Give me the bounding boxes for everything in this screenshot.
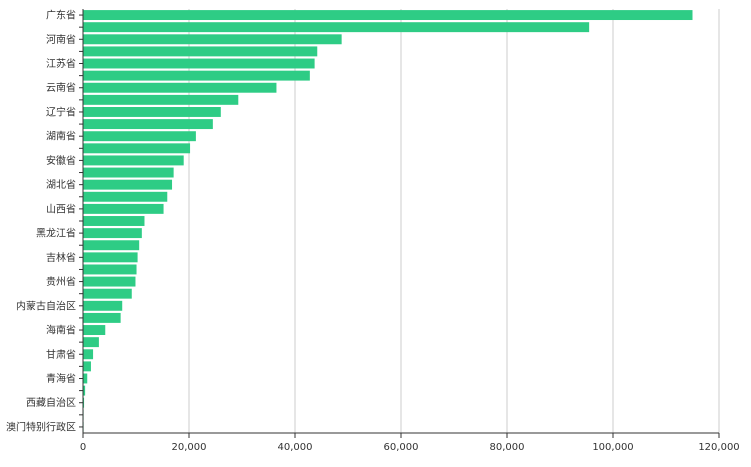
bar (83, 337, 99, 348)
bar (83, 252, 138, 263)
bar (83, 240, 140, 251)
category-label: 安徽省 (46, 154, 76, 167)
bar (83, 288, 132, 299)
category-label: 黑龙江省 (36, 227, 76, 240)
x-tick-labels: 0 20,000 40,000 60,000 80,000 100,000 120,000 (80, 442, 740, 453)
bar (83, 94, 239, 105)
category-label: 青海省 (46, 372, 76, 385)
bars (83, 10, 693, 432)
category-label: 吉林省 (46, 251, 76, 264)
bar (83, 191, 168, 202)
x-tick-label: 0 (80, 442, 86, 453)
category-label: 广东省 (46, 9, 76, 22)
x-tick-label: 20,000 (172, 442, 207, 453)
bar (83, 179, 173, 190)
x-tick-label: 40,000 (278, 442, 313, 453)
bar (83, 107, 221, 117)
bar (83, 397, 85, 408)
bar (83, 228, 142, 239)
bar (83, 70, 310, 81)
category-label: 西藏自治区 (26, 396, 76, 409)
bar (83, 22, 590, 33)
bar (83, 10, 693, 21)
bar (83, 34, 342, 45)
bar (83, 312, 121, 323)
category-label: 湖北省 (46, 178, 76, 191)
bar (83, 155, 184, 166)
category-label: 海南省 (46, 324, 76, 337)
category-label: 内蒙古自治区 (16, 299, 76, 312)
bar (83, 131, 196, 142)
category-label: 湖南省 (46, 130, 76, 143)
bar (83, 203, 164, 214)
bar (83, 349, 94, 360)
category-label: 辽宁省 (46, 105, 76, 118)
x-tick-label: 60,000 (384, 442, 419, 453)
bar (83, 216, 145, 226)
bar (83, 119, 213, 130)
category-label: 云南省 (46, 81, 76, 94)
axes (79, 9, 720, 438)
bar (83, 325, 106, 335)
category-label: 甘肃省 (46, 348, 76, 361)
bar (83, 58, 315, 69)
x-tick-label: 80,000 (490, 442, 525, 453)
bar (83, 82, 277, 93)
bar (83, 300, 123, 311)
category-label: 河南省 (46, 33, 76, 46)
bar (83, 276, 136, 287)
bar (83, 46, 318, 57)
category-label: 澳门特别行政区 (6, 420, 76, 433)
bar (83, 264, 137, 275)
bar (83, 361, 91, 372)
bar (83, 143, 191, 154)
x-tick-label: 120,000 (698, 442, 739, 453)
x-tick-label: 100,000 (592, 442, 633, 453)
category-label: 江苏省 (46, 57, 76, 70)
bar (83, 385, 86, 396)
bar (83, 167, 174, 178)
bar (83, 373, 88, 384)
category-label: 山西省 (46, 202, 76, 215)
category-label: 贵州省 (46, 275, 76, 288)
y-category-labels: 广东省河南省江苏省云南省辽宁省湖南省安徽省湖北省山西省黑龙江省吉林省贵州省内蒙古… (6, 9, 76, 434)
